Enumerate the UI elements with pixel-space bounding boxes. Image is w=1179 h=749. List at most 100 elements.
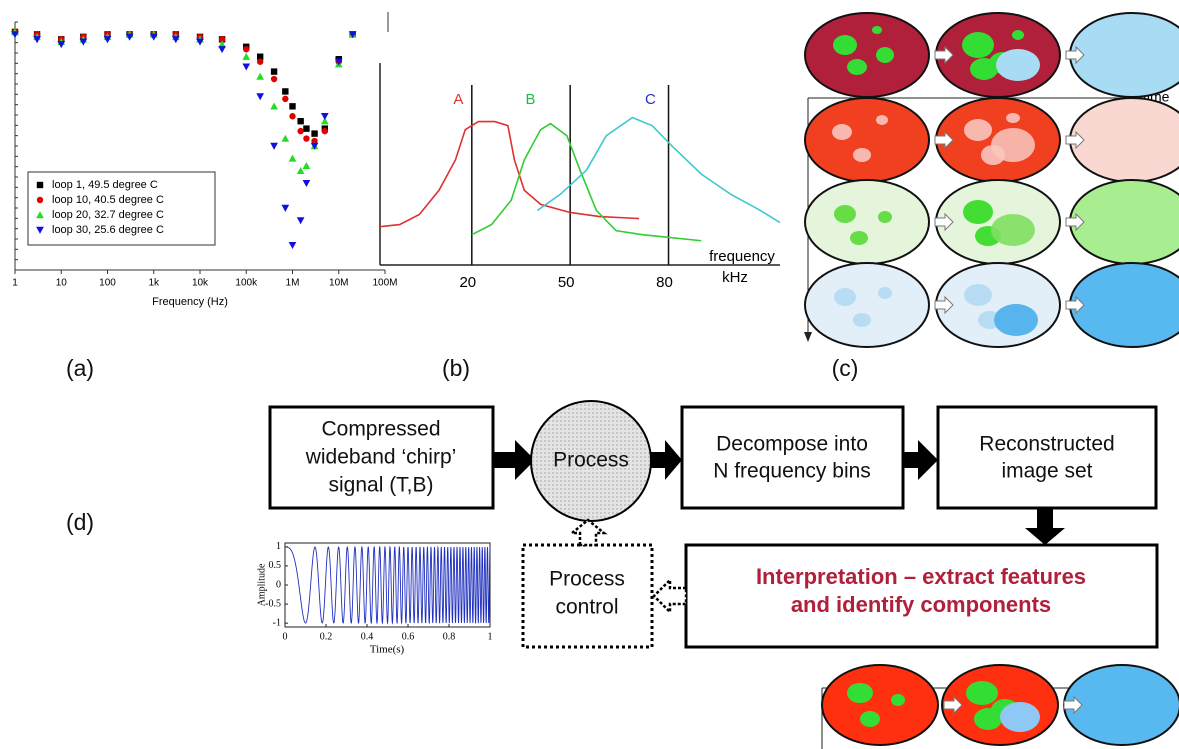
feature-blob — [876, 47, 894, 63]
reconstruct-text: Reconstructed — [979, 433, 1114, 456]
x-tick-label: 100k — [235, 278, 258, 289]
legend-marker — [37, 197, 43, 203]
x-axis-label: Frequency (Hz) — [152, 296, 228, 308]
sample-image — [822, 665, 938, 745]
feature-blob — [891, 694, 905, 706]
feature-blob — [834, 205, 856, 223]
decompose-box — [682, 407, 903, 508]
feature-blob — [991, 128, 1035, 162]
reconstruct-box — [938, 407, 1156, 508]
marker — [289, 242, 297, 249]
x-tick-label: 1 — [488, 631, 493, 642]
marker — [297, 217, 305, 224]
x-tick-label: 0.4 — [361, 631, 374, 642]
marker — [297, 128, 303, 134]
legend-label: loop 30, 25.6 degree C — [52, 224, 164, 236]
sample-image — [1070, 263, 1179, 347]
sample-image — [805, 13, 929, 97]
x-axis-label: Time(s) — [370, 644, 405, 656]
curve-label: B — [525, 91, 535, 108]
feature-blob — [962, 32, 994, 58]
interpretation-text: and identify components — [791, 592, 1051, 617]
y-tick-label: 0 — [276, 579, 281, 590]
legend-label: loop 20, 32.7 degree C — [52, 209, 164, 221]
process-text: Process — [553, 449, 629, 472]
dashed-arrow — [654, 580, 686, 612]
x-axis-unit: kHz — [722, 269, 748, 286]
marker — [282, 96, 288, 102]
marker — [242, 53, 250, 60]
marker — [322, 128, 328, 134]
feature-blob — [847, 683, 873, 703]
x-tick-label: 0.6 — [402, 631, 415, 642]
x-tick-label: 0 — [283, 631, 288, 642]
sample-image — [1070, 98, 1179, 182]
marker — [271, 76, 277, 82]
feature-blob — [847, 59, 867, 75]
marker — [218, 46, 226, 53]
x-tick-label: 10 — [56, 278, 68, 289]
sample-image — [805, 263, 929, 347]
control-text: control — [555, 596, 618, 619]
x-tick-label: 0.8 — [443, 631, 456, 642]
feature-blob — [994, 304, 1038, 336]
feature-blob — [1012, 30, 1024, 40]
panel-label: (b) — [442, 355, 470, 381]
marker — [256, 93, 264, 100]
control-text: Process — [549, 568, 625, 591]
y-tick-label: -1 — [273, 617, 281, 628]
x-tick-label: 10M — [329, 278, 348, 289]
marker — [282, 88, 288, 94]
legend-label: loop 10, 40.5 degree C — [52, 194, 164, 206]
feature-blob — [878, 287, 892, 299]
panel-label: (d) — [66, 509, 94, 535]
feature-blob — [991, 214, 1035, 246]
marker — [281, 135, 289, 142]
marker — [270, 143, 278, 150]
panel-label: (c) — [832, 355, 859, 381]
feature-blob — [832, 124, 852, 140]
marker — [271, 68, 277, 74]
feature-blob — [853, 148, 871, 162]
marker — [303, 125, 309, 131]
marker — [321, 113, 329, 120]
curve-label: C — [645, 91, 656, 108]
legend-label: loop 1, 49.5 degree C — [52, 179, 158, 191]
curve — [537, 118, 780, 223]
marker — [256, 73, 264, 80]
feature-blob — [860, 711, 880, 727]
x-tick-label: 100M — [372, 278, 397, 289]
curve — [380, 122, 639, 227]
feature-blob — [996, 49, 1040, 81]
x-tick-label: 50 — [558, 274, 575, 291]
feature-blob — [853, 313, 871, 327]
sample-image — [936, 263, 1060, 347]
input-text: signal (T,B) — [328, 474, 433, 497]
x-axis-label: frequency — [709, 248, 775, 265]
feature-blob — [833, 35, 857, 55]
marker — [303, 162, 311, 169]
feature-blob — [878, 211, 892, 223]
feature-blob — [872, 26, 882, 34]
flow-arrow — [650, 440, 682, 480]
marker — [289, 113, 295, 119]
feature-blob — [1000, 702, 1040, 732]
input-text: Compressed — [321, 418, 440, 441]
sample-image — [1070, 180, 1179, 264]
sample-image — [805, 180, 929, 264]
feature-blob — [963, 200, 993, 224]
curve-label: A — [453, 91, 463, 108]
dashed-arrow — [572, 520, 604, 545]
legend-marker — [37, 182, 43, 188]
marker — [257, 58, 263, 64]
feature-blob — [850, 231, 868, 245]
arrow-head — [804, 332, 812, 342]
y-tick-label: -0.5 — [265, 598, 281, 609]
y-tick-label: 0.5 — [269, 560, 282, 571]
input-text: wideband ‘chirp’ — [305, 446, 457, 469]
sample-image — [1070, 13, 1179, 97]
x-tick-label: 1 — [12, 278, 18, 289]
x-tick-label: 100 — [99, 278, 116, 289]
x-tick-label: 10k — [192, 278, 209, 289]
flow-arrow — [493, 440, 535, 480]
